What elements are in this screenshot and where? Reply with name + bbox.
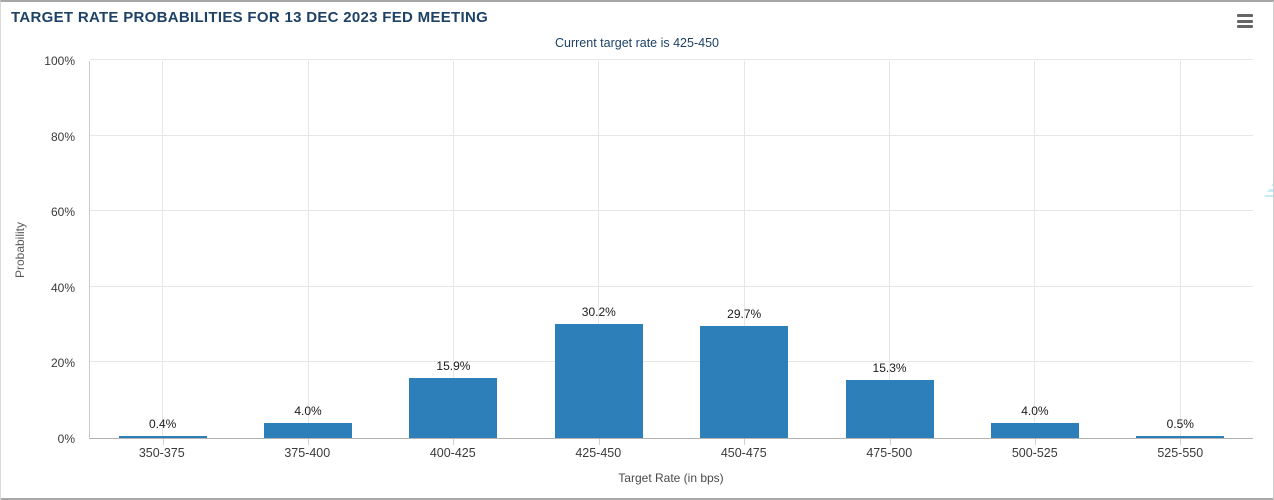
plot-area: Q 0.4%4.0%15.9%30.2%29.7%15.3%4.0%0.5% xyxy=(89,59,1273,445)
x-axis-tick xyxy=(598,439,600,445)
x-axis-tick-label: 450-475 xyxy=(720,446,767,460)
bar-slot-350-375: 0.4% xyxy=(90,61,235,445)
bar-value-label: 4.0% xyxy=(294,404,322,418)
x-axis-labels: 350-375 375-400 400-425 425-450 450-475 475-5… xyxy=(89,446,1253,464)
probability-bar-500-525[interactable] xyxy=(990,423,1079,438)
x-axis-tick-label: 400-425 xyxy=(429,446,476,460)
y-gridline xyxy=(90,134,1253,136)
x-axis-tick-label: 475-500 xyxy=(866,446,913,460)
bar-value-label: 29.7% xyxy=(727,307,762,321)
x-axis-title: Target Rate (in bps) xyxy=(618,471,724,485)
x-axis-tick xyxy=(889,439,891,445)
bar-value-label: 0.5% xyxy=(1166,417,1194,431)
y-gridline xyxy=(90,59,1253,60)
y-axis-tick-label: 20% xyxy=(50,356,75,371)
x-gridline xyxy=(452,61,454,438)
x-gridline xyxy=(1034,61,1036,438)
bar-slot-450-475: 29.7% xyxy=(672,61,817,445)
x-gridline xyxy=(598,61,600,438)
y-axis-labels: 0% 20% 40% 60% 80% 100% xyxy=(1,54,81,446)
watermark-hatch-icon xyxy=(1263,123,1273,197)
bar-slot-375-400: 4.0% xyxy=(235,61,380,445)
bar-value-label: 15.3% xyxy=(872,361,907,375)
x-axis-tick-label: 425-450 xyxy=(575,446,622,460)
chart-subtitle: Current target rate is 425-450 xyxy=(555,36,719,50)
probability-bar-525-550[interactable] xyxy=(1136,436,1225,438)
bar-slot-500-525: 4.0% xyxy=(962,61,1107,445)
bar-slot-400-425: 15.9% xyxy=(381,61,526,445)
x-axis-tick-label: 525-550 xyxy=(1157,446,1204,460)
x-gridline xyxy=(889,61,891,438)
y-gridline xyxy=(90,210,1253,212)
y-axis-tick-label: 80% xyxy=(50,129,75,144)
y-gridline xyxy=(90,361,1253,363)
x-axis-tick xyxy=(308,439,310,445)
y-axis-tick-label: 40% xyxy=(50,280,75,295)
y-gridline xyxy=(90,285,1253,287)
y-axis-tick-label: 60% xyxy=(50,205,75,220)
chart-title: TARGET RATE PROBABILITIES FOR 13 DEC 202… xyxy=(11,9,489,26)
probability-bar-375-400[interactable] xyxy=(264,423,353,438)
x-axis-tick xyxy=(453,439,455,445)
probability-bar-350-375[interactable] xyxy=(118,436,207,438)
bar-slot-525-550: 0.5% xyxy=(1108,61,1253,445)
panel-bottom-border xyxy=(1,498,1273,500)
x-axis-tick xyxy=(744,439,746,445)
hamburger-menu-icon[interactable] xyxy=(1237,13,1255,29)
probability-bar-400-425[interactable] xyxy=(409,378,498,438)
probability-bar-425-450[interactable] xyxy=(554,324,643,438)
y-axis-tick-label: 0% xyxy=(57,432,75,446)
bar-value-label: 15.9% xyxy=(436,359,471,373)
x-gridline xyxy=(1179,61,1181,438)
bar-value-label: 0.4% xyxy=(149,417,177,431)
x-gridline xyxy=(743,61,745,438)
bar-value-label: 4.0% xyxy=(1021,404,1049,418)
x-axis-tick-label: 500-525 xyxy=(1011,446,1058,460)
probability-bar-475-500[interactable] xyxy=(845,380,934,438)
x-axis-tick xyxy=(1034,439,1036,445)
x-gridline xyxy=(307,61,309,438)
bar-slot-425-450: 30.2% xyxy=(526,61,671,445)
y-axis-tick-label: 100% xyxy=(44,54,75,68)
x-axis-tick-label: 350-375 xyxy=(138,446,185,460)
probability-bar-450-475[interactable] xyxy=(700,326,789,438)
x-axis-tick xyxy=(1180,439,1182,445)
x-axis-tick xyxy=(162,439,164,445)
x-axis-tick-label: 375-400 xyxy=(284,446,331,460)
x-gridline xyxy=(162,61,164,438)
bar-slot-475-500: 15.3% xyxy=(817,61,962,445)
bar-value-label: 30.2% xyxy=(581,305,616,319)
